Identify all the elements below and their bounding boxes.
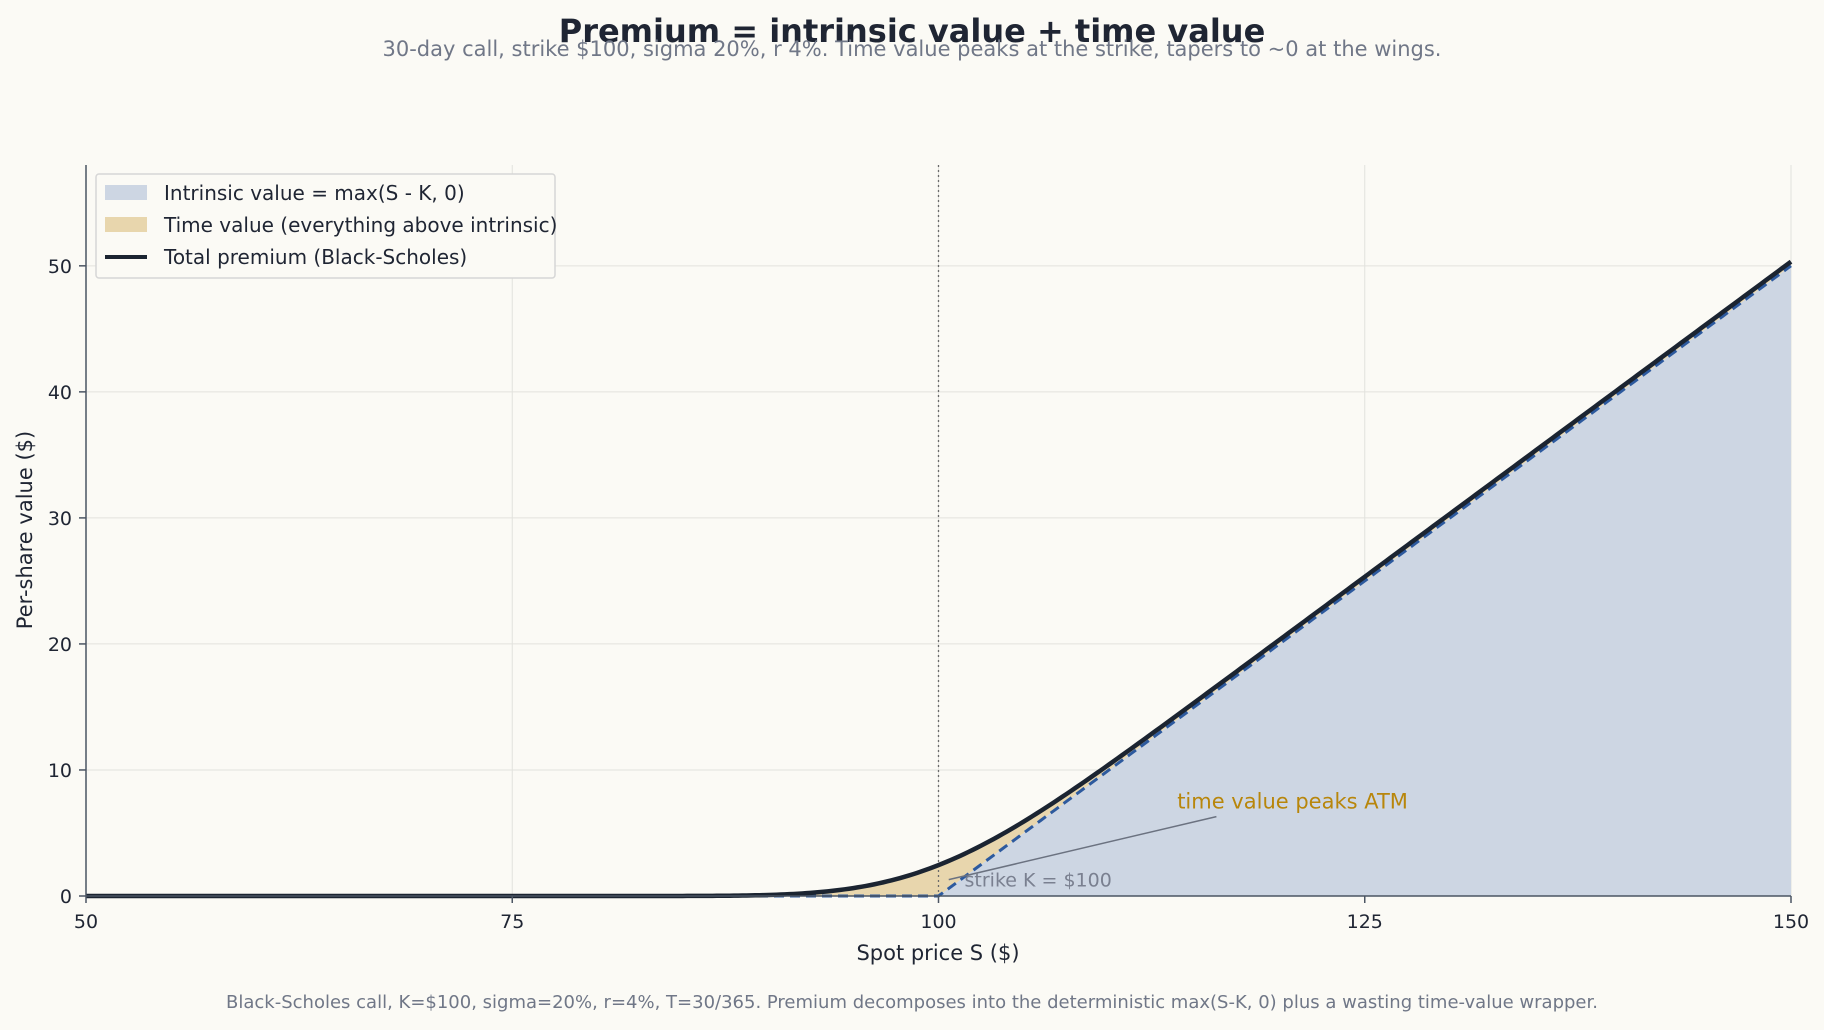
legend-swatch-intrinsic [105, 185, 147, 200]
legend-label-time-value: Time value (everything above intrinsic) [163, 213, 557, 237]
y-tick-label: 0 [60, 886, 72, 908]
strike-label: strike K = $100 [965, 870, 1112, 892]
chart-title: Premium = intrinsic value + time value [559, 12, 1266, 50]
intrinsic-area [86, 265, 1791, 896]
y-tick-label: 20 [48, 634, 72, 656]
chart-subtitle: 30-day call, strike $100, sigma 20%, r 4… [382, 37, 1441, 61]
y-tick-label: 40 [48, 382, 72, 404]
x-tick-label: 150 [1773, 911, 1809, 933]
plot-areas [86, 261, 1791, 896]
annotation-arrow [948, 815, 1217, 881]
x-tick-label: 125 [1347, 911, 1383, 933]
x-tick-label: 100 [920, 911, 956, 933]
axes: 50 75 100 125 150 0 10 20 30 40 50 [48, 165, 1809, 933]
legend: Intrinsic value = max(S - K, 0) Time val… [95, 173, 557, 279]
annotation-text: time value peaks ATM [1177, 789, 1408, 813]
chart-footer: Black-Scholes call, K=$100, sigma=20%, r… [226, 992, 1598, 1013]
x-tick-label: 50 [74, 911, 98, 933]
y-tick-label: 30 [48, 508, 72, 530]
y-tick-label: 10 [48, 760, 72, 782]
y-axis-label: Per-share value ($) [13, 431, 37, 629]
y-tick-label: 50 [48, 256, 72, 278]
legend-swatch-time-value [105, 217, 147, 232]
x-tick-label: 75 [500, 911, 524, 933]
x-axis-label: Spot price S ($) [856, 941, 1019, 965]
legend-label-intrinsic: Intrinsic value = max(S - K, 0) [164, 181, 465, 205]
legend-label-total-premium: Total premium (Black-Scholes) [163, 245, 467, 269]
